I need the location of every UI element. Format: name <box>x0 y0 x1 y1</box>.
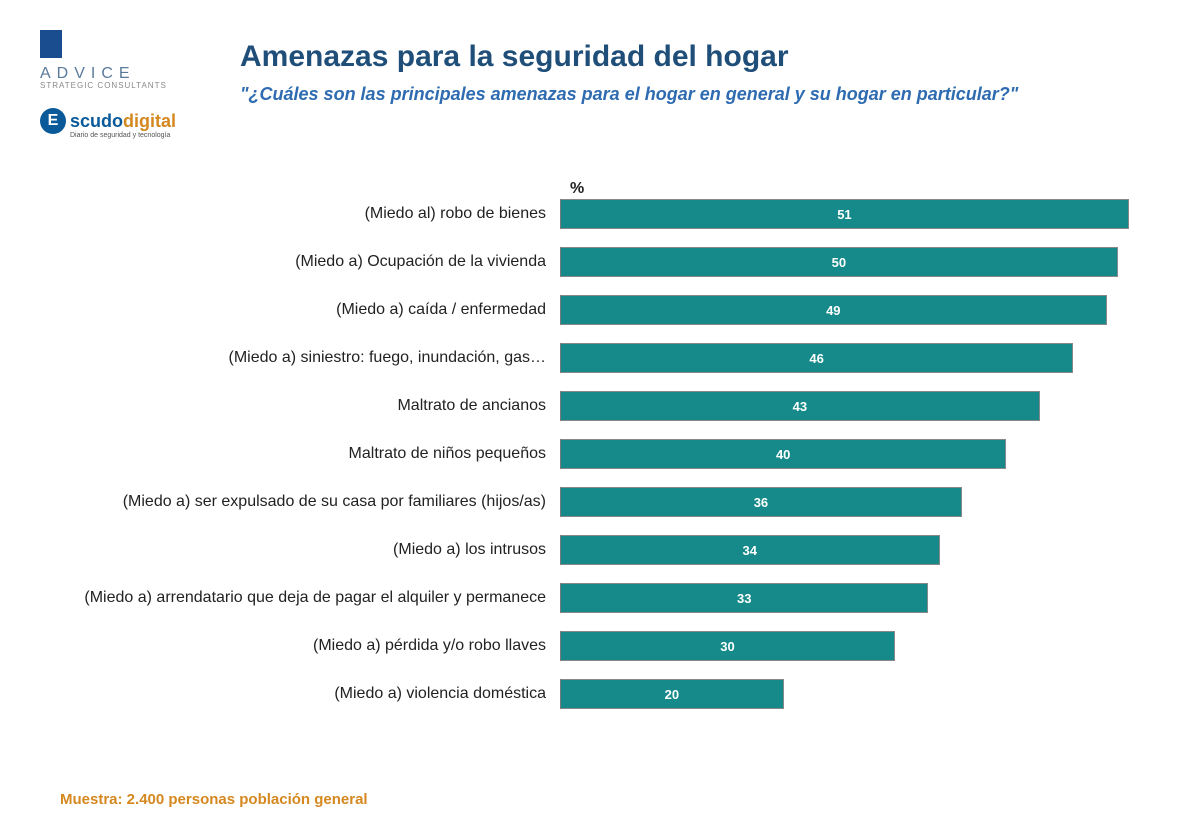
sample-footer: Muestra: 2.400 personas población genera… <box>60 791 368 808</box>
chart-row: (Miedo a) arrendatario que deja de pagar… <box>60 574 1170 622</box>
logo-advice-icon <box>40 30 62 58</box>
bar-label: (Miedo a) caída / enfermedad <box>60 301 560 319</box>
bar-value: 30 <box>720 639 734 654</box>
bar-value: 33 <box>737 591 751 606</box>
bar-label: (Miedo a) arrendatario que deja de pagar… <box>60 589 560 607</box>
bar-value: 43 <box>793 399 807 414</box>
bar-label: (Miedo a) ser expulsado de su casa por f… <box>60 493 560 511</box>
bar-track: 40 <box>560 439 1140 469</box>
bar: 46 <box>561 343 1073 373</box>
bar-label: Maltrato de ancianos <box>60 397 560 415</box>
chart-row: Maltrato de niños pequeños 40 <box>60 430 1170 478</box>
logo-escudo: E scudodigital Diario de seguridad y tec… <box>40 108 220 139</box>
bar-label: (Miedo al) robo de bienes <box>60 205 560 223</box>
page-title: Amenazas para la seguridad del hogar <box>240 40 1160 74</box>
logo-escudo-text: scudodigital <box>70 111 176 132</box>
bar-track: 50 <box>560 247 1140 277</box>
bar-value: 34 <box>743 543 757 558</box>
percent-symbol: % <box>570 180 584 198</box>
bar: 33 <box>561 583 928 613</box>
bar-track: 49 <box>560 295 1140 325</box>
bar-track: 46 <box>560 343 1140 373</box>
chart-row: (Miedo al) robo de bienes 51 <box>60 190 1170 238</box>
bar-track: 51 <box>560 199 1140 229</box>
chart-row: Maltrato de ancianos 43 <box>60 382 1170 430</box>
bar: 43 <box>561 391 1040 421</box>
bar-label: Maltrato de niños pequeños <box>60 445 560 463</box>
bar-label: (Miedo a) siniestro: fuego, inundación, … <box>60 349 560 367</box>
bar-label: (Miedo a) los intrusos <box>60 541 560 559</box>
logo-advice-subtext: STRATEGIC CONSULTANTS <box>40 81 220 90</box>
logos-block: ADVICE STRATEGIC CONSULTANTS E scudodigi… <box>40 30 220 139</box>
chart-row: (Miedo a) los intrusos 34 <box>60 526 1170 574</box>
chart-row: (Miedo a) ser expulsado de su casa por f… <box>60 478 1170 526</box>
bar-value: 36 <box>754 495 768 510</box>
bar-track: 36 <box>560 487 1140 517</box>
bar-value: 40 <box>776 447 790 462</box>
logo-escudo-icon: E <box>40 108 66 134</box>
bar: 34 <box>561 535 940 565</box>
bar: 49 <box>561 295 1107 325</box>
bar-value: 51 <box>837 207 851 222</box>
bar-value: 49 <box>826 303 840 318</box>
bar-track: 20 <box>560 679 1140 709</box>
bar-label: (Miedo a) pérdida y/o robo llaves <box>60 637 560 655</box>
bar: 50 <box>561 247 1118 277</box>
bar: 51 <box>561 199 1129 229</box>
bar-label: (Miedo a) Ocupación de la vivienda <box>60 253 560 271</box>
bar-label: (Miedo a) violencia doméstica <box>60 685 560 703</box>
chart-row: (Miedo a) violencia doméstica 20 <box>60 670 1170 718</box>
chart-row: (Miedo a) pérdida y/o robo llaves 30 <box>60 622 1170 670</box>
bar: 36 <box>561 487 962 517</box>
bar-track: 43 <box>560 391 1140 421</box>
bar-track: 34 <box>560 535 1140 565</box>
logo-advice: ADVICE STRATEGIC CONSULTANTS <box>40 30 220 90</box>
bar: 40 <box>561 439 1006 469</box>
bar-value: 46 <box>809 351 823 366</box>
chart-row: (Miedo a) siniestro: fuego, inundación, … <box>60 334 1170 382</box>
bar: 30 <box>561 631 895 661</box>
chart-row: (Miedo a) Ocupación de la vivienda 50 <box>60 238 1170 286</box>
bar-track: 33 <box>560 583 1140 613</box>
bar-value: 20 <box>665 687 679 702</box>
bar: 20 <box>561 679 784 709</box>
bar-value: 50 <box>832 255 846 270</box>
chart-row: (Miedo a) caída / enfermedad 49 <box>60 286 1170 334</box>
bar-track: 30 <box>560 631 1140 661</box>
logo-escudo-subtext: Diario de seguridad y tecnología <box>70 132 220 139</box>
header: Amenazas para la seguridad del hogar "¿C… <box>240 40 1160 105</box>
page-subtitle: "¿Cuáles son las principales amenazas pa… <box>240 84 1160 105</box>
bar-chart: % (Miedo al) robo de bienes51(Miedo a) O… <box>60 190 1170 718</box>
